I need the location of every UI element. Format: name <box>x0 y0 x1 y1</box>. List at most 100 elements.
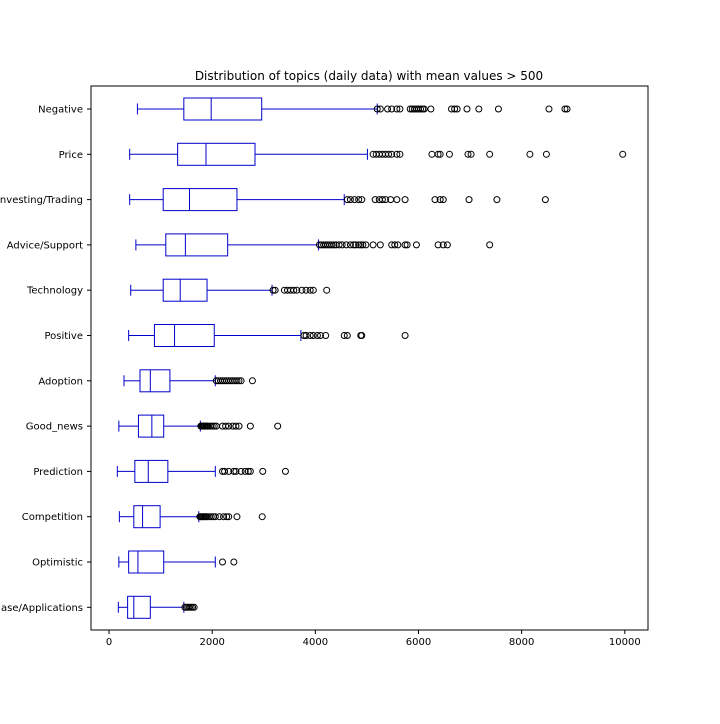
outlier-point <box>241 467 249 475</box>
outlier-point <box>434 241 442 249</box>
outlier-point <box>431 196 439 204</box>
outlier-point <box>439 196 447 204</box>
outlier-point <box>494 105 502 113</box>
outlier-point <box>302 286 310 294</box>
outlier-point <box>309 332 317 339</box>
iqr-box <box>137 414 165 438</box>
category-label: Price <box>59 150 83 161</box>
outlier-point <box>526 150 534 158</box>
outlier-point <box>225 513 233 521</box>
outlier-point <box>401 241 409 249</box>
outlier-point <box>563 105 571 113</box>
outlier-point <box>232 467 240 475</box>
outlier-point <box>355 196 363 204</box>
outlier-point <box>248 377 256 385</box>
outlier-point <box>388 150 396 158</box>
category-label: ase/Applications <box>1 603 83 614</box>
outlier-point <box>352 241 360 249</box>
outlier-point <box>225 422 233 430</box>
outlier-point <box>475 105 483 113</box>
outlier-point <box>486 150 494 158</box>
outlier-point <box>358 332 366 339</box>
outlier-point <box>493 196 501 204</box>
iqr-box <box>128 550 165 574</box>
outlier-point <box>436 196 444 204</box>
outlier-point <box>396 150 404 158</box>
outlier-point <box>376 105 384 113</box>
box-advice-support <box>135 233 494 257</box>
outlier-point <box>467 150 475 158</box>
outlier-point <box>208 422 216 430</box>
outlier-point <box>393 150 401 158</box>
outlier-point <box>207 513 215 521</box>
outlier-point <box>542 150 550 158</box>
iqr-box <box>153 324 215 347</box>
outlier-point <box>451 105 459 113</box>
x-tick-label: 8000 <box>509 637 534 648</box>
outlier-point <box>246 467 254 475</box>
iqr-box <box>177 142 256 166</box>
outlier-point <box>355 241 363 249</box>
outlier-point <box>235 377 243 385</box>
outlier-point <box>211 513 219 521</box>
outlier-point <box>338 241 346 249</box>
outlier-point <box>340 332 348 339</box>
outlier-point <box>271 286 279 294</box>
outlier-point <box>376 241 384 249</box>
x-tick-label: 6000 <box>406 637 431 648</box>
outlier-point <box>290 286 298 294</box>
iqr-box <box>133 505 161 529</box>
iqr-box <box>139 369 171 393</box>
outlier-point <box>230 558 238 566</box>
outlier-point <box>222 422 230 430</box>
outlier-point <box>302 332 310 339</box>
outlier-point <box>401 332 409 339</box>
iqr-box <box>134 459 169 483</box>
outlier-point <box>545 105 553 113</box>
chart-title: Distribution of topics (daily data) with… <box>195 69 543 83</box>
outlier-point <box>393 196 401 204</box>
box-good-news <box>118 414 282 438</box>
outlier-point <box>434 150 442 158</box>
outlier-point <box>412 241 420 249</box>
iqr-box <box>165 233 229 257</box>
outlier-point <box>328 241 336 249</box>
outlier-point <box>210 422 218 430</box>
outlier-point <box>281 467 289 475</box>
box-competition <box>118 505 266 529</box>
outlier-point <box>221 467 229 475</box>
outlier-point <box>358 196 366 204</box>
outlier-point <box>309 286 317 294</box>
outlier-point <box>350 241 358 249</box>
category-label: Good_news <box>26 422 83 433</box>
outlier-point <box>541 196 549 204</box>
outlier-point <box>393 105 401 113</box>
category-label: Competition <box>22 512 83 523</box>
box-optimistic <box>118 550 238 574</box>
outlier-point <box>436 150 444 158</box>
outlier-point <box>269 286 277 294</box>
box-price <box>129 142 627 166</box>
outlier-point <box>306 286 314 294</box>
outlier-point <box>359 241 367 249</box>
outlier-point <box>342 241 350 249</box>
outlier-point <box>246 422 254 430</box>
outlier-point <box>298 286 306 294</box>
outlier-point <box>439 241 447 249</box>
x-tick-label: 10000 <box>609 637 641 648</box>
outlier-point <box>388 105 396 113</box>
outlier-point <box>351 196 359 204</box>
outlier-point <box>323 286 331 294</box>
category-label: Optimistic <box>32 558 83 569</box>
category-label: Adoption <box>38 376 83 387</box>
iqr-box <box>183 97 263 121</box>
outlier-point <box>443 241 451 249</box>
outlier-point <box>223 513 231 521</box>
outlier-point <box>219 558 227 566</box>
box-positive <box>128 324 409 347</box>
outlier-point <box>258 513 266 521</box>
box-negative <box>136 97 571 121</box>
outlier-point <box>330 241 338 249</box>
